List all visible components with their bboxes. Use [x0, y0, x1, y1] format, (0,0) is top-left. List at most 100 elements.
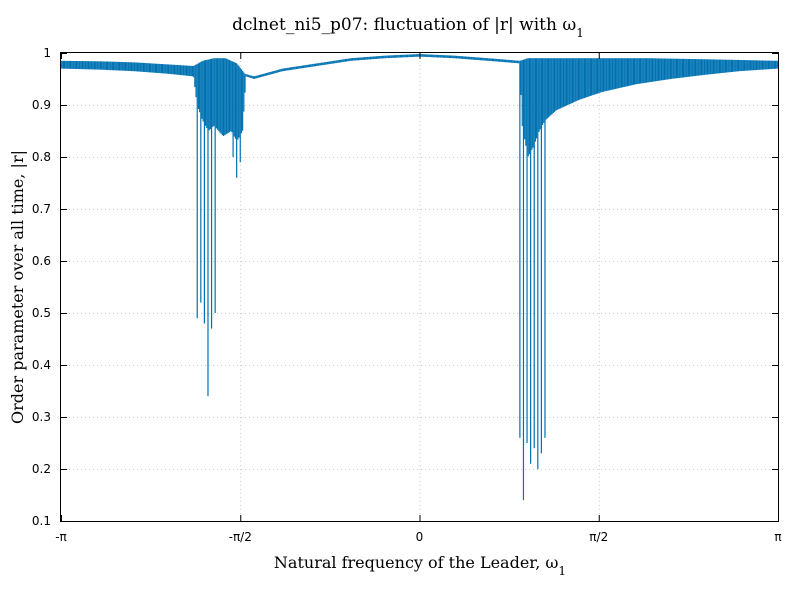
data-point [469, 56, 471, 60]
data-point [761, 60, 764, 70]
data-point [234, 62, 237, 139]
data-point [521, 60, 523, 127]
data-point [568, 58, 570, 105]
data-point [261, 74, 263, 77]
data-point [273, 71, 275, 74]
data-point [602, 58, 605, 92]
data-point [712, 59, 715, 74]
data-point [402, 54, 404, 58]
data-point [302, 65, 305, 69]
data-point [379, 55, 381, 59]
data-point [726, 59, 728, 73]
data-point [571, 58, 574, 103]
data-point [275, 70, 277, 73]
data-point [491, 58, 493, 62]
data-point [671, 58, 673, 79]
data-point [300, 65, 302, 69]
data-point [337, 60, 339, 63]
data-point [562, 58, 564, 108]
data-point [608, 58, 611, 91]
data-point [369, 56, 372, 60]
data-point [422, 54, 424, 57]
data-point [159, 63, 161, 74]
y-tick-label: 0.3 [32, 410, 51, 424]
data-point [430, 54, 433, 58]
data-point [765, 60, 767, 70]
data-point [86, 61, 88, 70]
data-point [134, 62, 136, 72]
data-point [484, 57, 486, 61]
data-point [153, 63, 155, 73]
data-point [470, 56, 472, 60]
data-point [691, 59, 693, 77]
data-point [622, 58, 624, 88]
data-point [218, 58, 220, 132]
data-point [442, 55, 444, 58]
data-point [325, 61, 327, 65]
data-point [530, 58, 532, 464]
data-point [148, 63, 151, 73]
data-point [677, 58, 679, 79]
data-point [179, 65, 182, 76]
data-point [766, 60, 768, 70]
data-point [421, 54, 423, 57]
data-point [366, 56, 368, 60]
data-point [514, 60, 516, 64]
data-point [242, 70, 244, 131]
data-point [406, 54, 409, 58]
data-point [488, 58, 490, 61]
data-point [558, 58, 560, 109]
data-point [740, 60, 742, 72]
data-point [101, 61, 103, 70]
data-point [385, 55, 387, 59]
data-point [72, 60, 74, 69]
data-point [555, 58, 557, 111]
plot-frame [60, 52, 779, 522]
data-point [190, 65, 192, 77]
data-point [200, 61, 202, 303]
data-point [439, 54, 441, 58]
data-point [99, 61, 102, 70]
data-point [600, 58, 602, 93]
data-point [219, 58, 221, 133]
data-point [700, 59, 703, 76]
data-point [102, 61, 104, 70]
data-point [503, 59, 505, 63]
data-point [267, 72, 269, 76]
data-point [772, 60, 774, 69]
data-point [611, 58, 613, 90]
data-point [612, 58, 614, 90]
data-point [563, 58, 565, 107]
data-point [93, 61, 96, 70]
data-point [336, 60, 338, 63]
data-point [754, 60, 756, 71]
data-point [596, 58, 599, 94]
data-point [769, 60, 771, 70]
data-point [212, 58, 214, 128]
data-point [663, 58, 666, 80]
data-point [538, 58, 540, 132]
data-point [161, 64, 164, 74]
data-point [334, 60, 336, 64]
data-point [479, 57, 482, 61]
data-point [392, 55, 394, 58]
data-point [375, 56, 378, 59]
data-point [452, 55, 454, 59]
data-point [688, 58, 691, 77]
data-point [593, 58, 595, 95]
data-point [492, 58, 495, 62]
data-point [585, 58, 587, 98]
data-point [458, 55, 460, 59]
data-point [420, 54, 422, 57]
data-point [277, 69, 280, 73]
data-point [465, 56, 467, 60]
data-point [501, 59, 503, 62]
data-point [165, 64, 167, 74]
data-point [451, 55, 453, 59]
data-point [319, 62, 321, 66]
data-point [705, 59, 707, 75]
data-point [590, 58, 593, 96]
data-point [672, 58, 674, 79]
data-point [194, 65, 196, 88]
data-point [256, 75, 258, 79]
